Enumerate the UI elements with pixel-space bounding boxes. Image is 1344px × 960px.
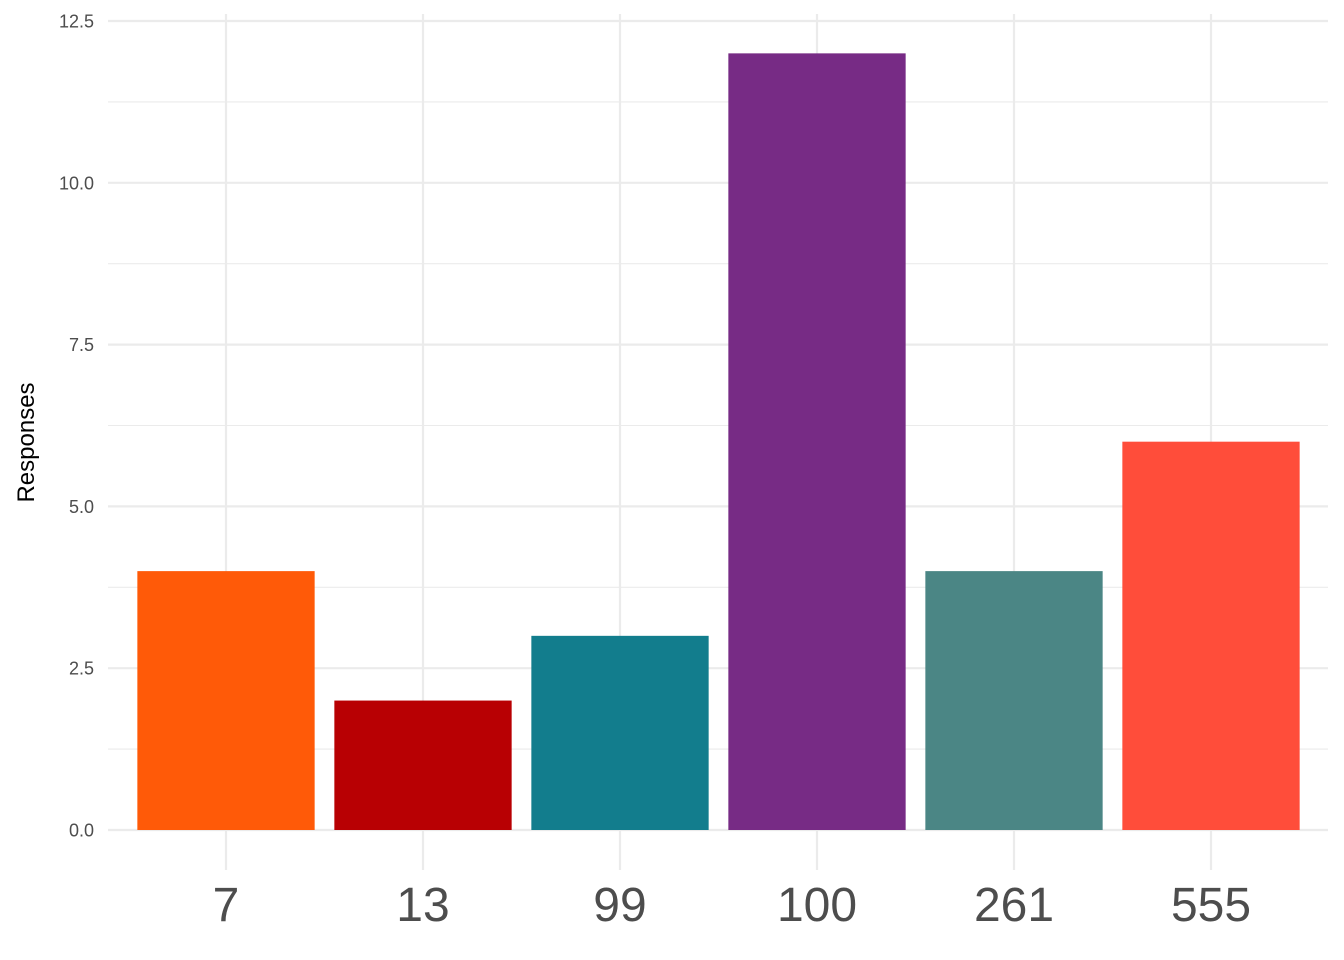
x-tick-label: 99 — [593, 879, 646, 932]
y-tick-label: 5.0 — [69, 497, 94, 517]
x-tick-label: 261 — [974, 879, 1054, 932]
bar-555 — [1122, 441, 1300, 830]
x-axis-tick-labels: 7 13 99 100 261 555 — [213, 879, 1251, 932]
x-tick-label: 7 — [213, 879, 240, 932]
bar-261 — [925, 571, 1103, 830]
y-axis-label: Responses — [13, 382, 40, 502]
bar-99 — [531, 635, 709, 830]
y-tick-label: 0.0 — [69, 821, 94, 841]
y-tick-label: 12.5 — [59, 12, 94, 32]
bar-13 — [334, 700, 512, 830]
bar-100 — [728, 53, 906, 831]
y-tick-label: 10.0 — [59, 173, 94, 193]
x-tick-label: 555 — [1171, 879, 1251, 932]
bar-7 — [137, 571, 315, 830]
y-tick-label: 2.5 — [69, 659, 94, 679]
x-tick-label: 13 — [396, 879, 449, 932]
y-axis-tick-labels: 0.0 2.5 5.0 7.5 10.0 12.5 — [59, 12, 94, 841]
x-tick-label: 100 — [777, 879, 857, 932]
bars — [137, 53, 1300, 831]
y-tick-label: 7.5 — [69, 335, 94, 355]
